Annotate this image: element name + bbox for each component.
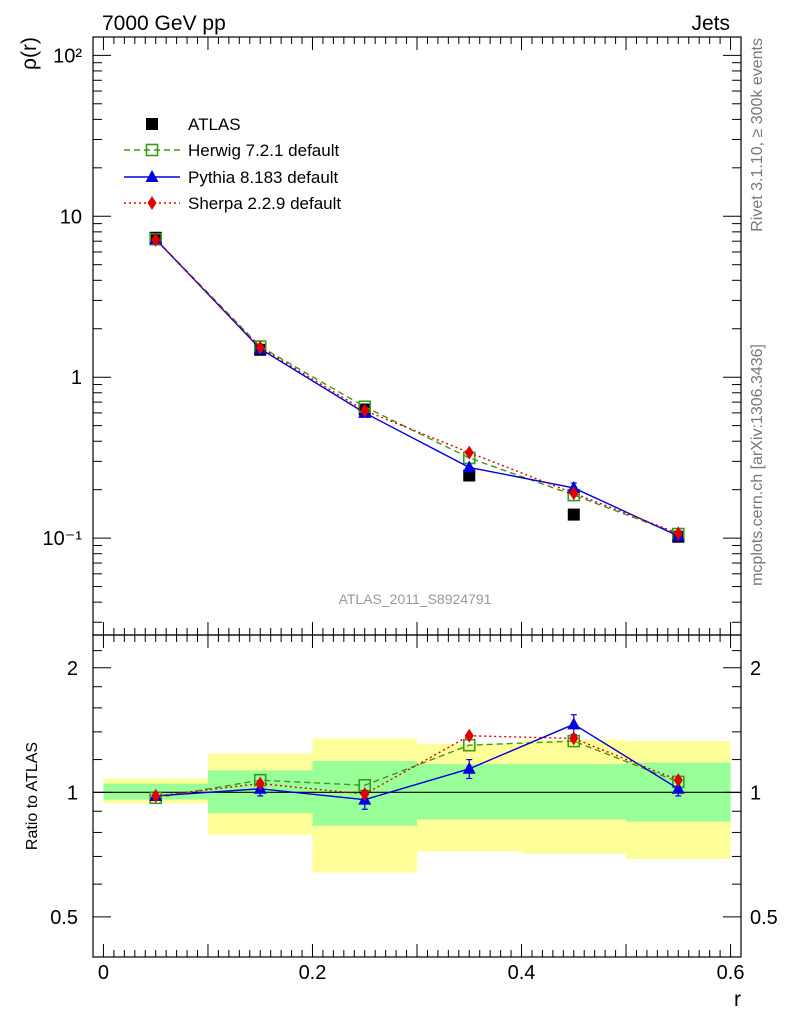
data-point-diamond: [569, 486, 579, 501]
main-ylabel: ρ(r): [18, 37, 41, 70]
data-point-triangle: [145, 170, 159, 182]
data-point-diamond: [360, 787, 370, 802]
y-tick-label: 1: [71, 367, 82, 389]
x-tick-label: 0.2: [299, 962, 327, 984]
series-sherpa: [151, 728, 683, 803]
series-line: [155, 740, 679, 799]
y-tick-label: 10⁻¹: [43, 528, 83, 550]
analysis-watermark: ATLAS_2011_S8924791: [339, 591, 492, 607]
legend-item: Pythia 8.183 default: [124, 168, 339, 187]
legend-label: Herwig 7.2.1 default: [188, 141, 339, 160]
data-point-triangle: [462, 460, 476, 473]
data-point-square: [146, 118, 158, 130]
series-pythia: [149, 232, 685, 542]
data-point-open-square: [145, 143, 159, 157]
series-sherpa: [151, 232, 683, 541]
y-tick-label-right: 2: [750, 658, 761, 680]
header-right: Jets: [691, 12, 730, 35]
legend: ATLAS Herwig 7.2.1 default Pythia 8.183 de…: [124, 115, 341, 213]
data-point-square: [567, 508, 580, 521]
legend-item: Herwig 7.2.1 default: [124, 141, 339, 160]
series-herwig: [149, 232, 685, 541]
data-point-triangle: [671, 781, 685, 794]
x-tick-label: 0.6: [717, 962, 745, 984]
header-left: 7000 GeV pp: [102, 12, 226, 35]
x-tick-label: 0: [98, 962, 109, 984]
data-point-diamond: [464, 445, 474, 460]
data-point-diamond: [151, 232, 161, 247]
y-tick-label-right: 1: [750, 782, 761, 804]
y-tick-label: 10: [60, 206, 82, 228]
data-point-square: [463, 469, 476, 482]
data-point-diamond: [569, 731, 579, 746]
data-point-diamond: [255, 340, 265, 355]
legend-item: ATLAS: [146, 115, 241, 134]
ratio-ylabel: Ratio to ATLAS: [24, 742, 41, 850]
series-line: [155, 239, 679, 535]
x-axis-label: r: [734, 988, 741, 1011]
legend-item: Sherpa 2.2.9 default: [124, 194, 341, 213]
series-atlas: [149, 231, 685, 543]
y-tick-label: 1: [67, 782, 78, 804]
rivet-label: Rivet 3.1.10, ≥ 300k events: [749, 38, 766, 232]
data-point-triangle: [567, 717, 581, 730]
main-panel: 10⁻¹ 1 10 10² ρ(r): [18, 36, 742, 636]
series-line: [155, 238, 679, 535]
data-point-diamond: [360, 403, 370, 418]
legend-label: ATLAS: [188, 115, 241, 134]
data-point-diamond: [147, 196, 157, 210]
mcplots-label: mcplots.cern.ch [arXiv:1306.3436]: [749, 344, 766, 586]
data-point-triangle: [462, 761, 476, 774]
data-point-diamond: [255, 776, 265, 791]
x-tick-label: 0.4: [508, 962, 536, 984]
y-tick-label: 10²: [53, 45, 82, 67]
data-point-diamond: [673, 526, 683, 541]
series-line: [155, 735, 679, 797]
y-tick-label-right: 0.5: [750, 907, 778, 929]
ratio-panel: 0 0.2 0.4 0.6 0.5 0.5 1 1 2 2 Ratio to ATLAS r: [24, 634, 778, 1011]
series-line: [155, 238, 679, 537]
legend-label: Pythia 8.183 default: [188, 168, 339, 187]
data-point-diamond: [464, 728, 474, 743]
legend-label: Sherpa 2.2.9 default: [188, 194, 341, 213]
series-line: [155, 723, 679, 801]
data-point-diamond: [673, 773, 683, 788]
y-tick-label: 0.5: [50, 907, 78, 929]
data-point-diamond: [151, 788, 161, 803]
y-tick-label: 2: [67, 658, 78, 680]
